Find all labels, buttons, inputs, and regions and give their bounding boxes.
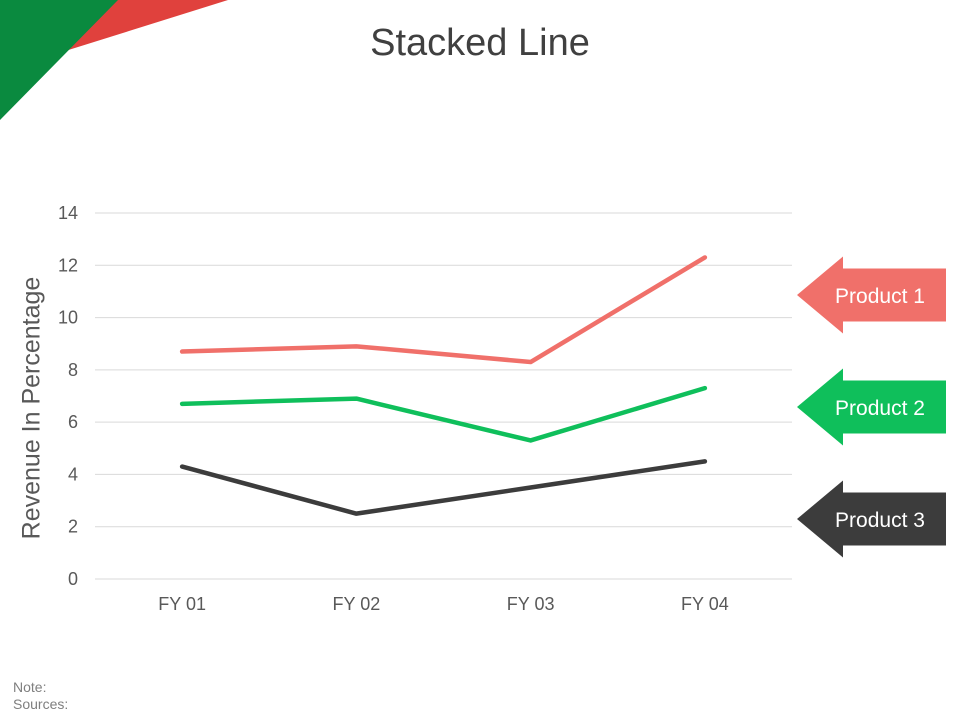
x-tick-label: FY 01: [158, 594, 206, 614]
series-line-2: [179, 385, 708, 443]
y-tick-label: 8: [68, 360, 78, 380]
legend-label-1: Product 1: [835, 285, 925, 308]
chart-title: Stacked Line: [370, 22, 590, 64]
gridlines: [95, 212, 792, 580]
legend-arrow-3: [797, 480, 946, 558]
corner-decoration: [0, 0, 228, 120]
series-line-1: [179, 255, 708, 365]
x-tick-label: FY 02: [333, 594, 381, 614]
legend-arrow-1: [797, 256, 946, 334]
footer-notes: Note: Sources:: [13, 679, 68, 713]
x-axis-ticks: FY 01 FY 02 FY 03 FY 04: [158, 594, 728, 614]
y-tick-label: 2: [68, 517, 78, 537]
y-tick-label: 4: [68, 464, 78, 484]
legend-label-3: Product 3: [835, 509, 925, 532]
y-tick-label: 14: [58, 203, 78, 223]
y-tick-label: 12: [58, 255, 78, 275]
legend-arrow-2: [797, 368, 946, 446]
y-tick-label: 0: [68, 569, 78, 589]
sources-label: Sources:: [13, 696, 69, 712]
series-line-3: [179, 459, 708, 516]
legend: Product 1 Product 2 Product 3: [797, 256, 946, 558]
legend-label-2: Product 2: [835, 397, 925, 420]
note-label: Note:: [13, 679, 47, 695]
series-lines: [179, 255, 708, 516]
y-axis-ticks: 0 2 4 6 8 10 12 14: [58, 203, 78, 589]
green-corner-triangle: [0, 0, 118, 120]
x-tick-label: FY 04: [681, 594, 729, 614]
x-tick-label: FY 03: [507, 594, 555, 614]
y-tick-label: 10: [58, 308, 78, 328]
y-tick-label: 6: [68, 412, 78, 432]
